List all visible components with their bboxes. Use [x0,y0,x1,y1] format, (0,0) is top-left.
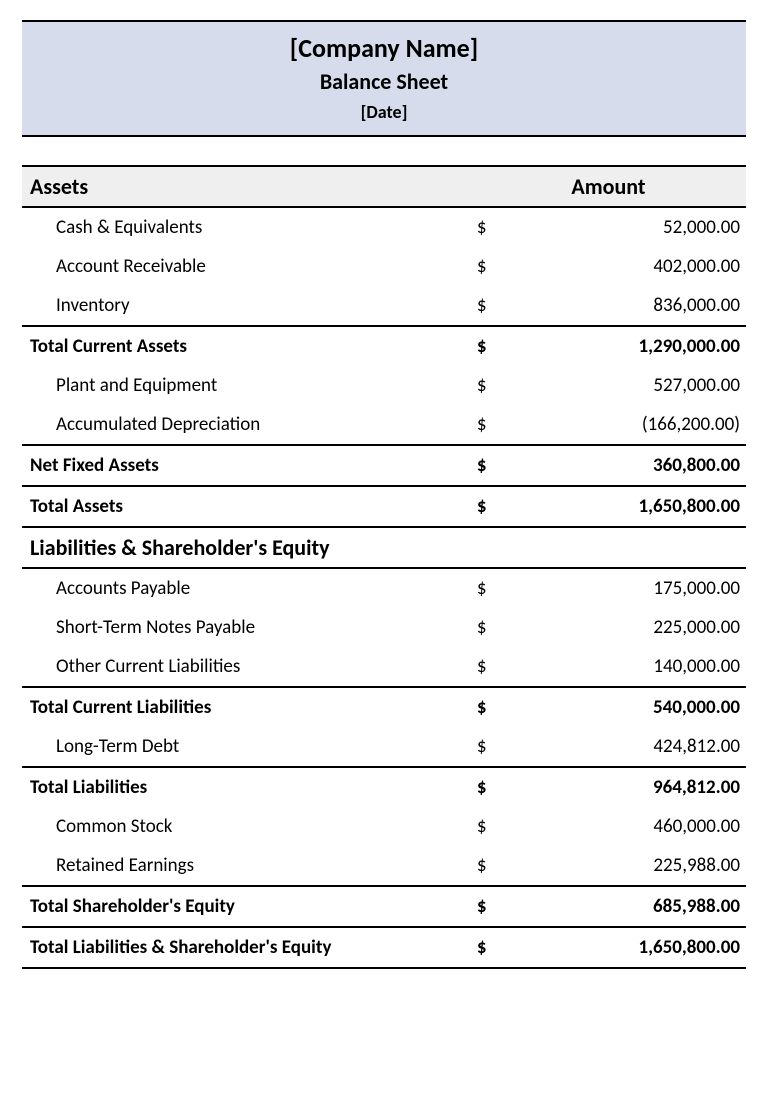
row-label: Total Liabilities & Shareholder's Equity [22,927,471,968]
amount-header: Amount [471,166,746,207]
row-value: 1,650,800.00 [500,486,746,527]
currency-symbol: $ [471,927,500,968]
company-name: [Company Name] [22,32,746,64]
row-label: Total Current Liabilities [22,687,471,727]
balance-sheet-table: Assets Amount Cash & Equivalents$52,000.… [22,165,746,969]
spacer [22,137,746,165]
table-row: Total Shareholder's Equity$685,988.00 [22,886,746,927]
row-value: 360,800.00 [500,445,746,486]
row-label: Cash & Equivalents [22,207,471,247]
currency-symbol: $ [471,207,500,247]
currency-symbol: $ [471,568,500,608]
table-row: Total Liabilities$964,812.00 [22,767,746,807]
currency-symbol: $ [471,886,500,927]
row-value: 460,000.00 [500,807,746,846]
table-row: Retained Earnings$225,988.00 [22,846,746,886]
currency-symbol: $ [471,608,500,647]
row-label: Total Current Assets [22,326,471,366]
currency-symbol: $ [471,687,500,727]
currency-symbol: $ [471,286,500,326]
row-label: Accounts Payable [22,568,471,608]
row-value: 225,988.00 [500,846,746,886]
table-row: Total Current Assets$1,290,000.00 [22,326,746,366]
currency-symbol: $ [471,486,500,527]
currency-symbol: $ [471,767,500,807]
row-label: Inventory [22,286,471,326]
table-row: Inventory$836,000.00 [22,286,746,326]
row-value: 1,650,800.00 [500,927,746,968]
table-row: Accounts Payable$175,000.00 [22,568,746,608]
row-value: 402,000.00 [500,247,746,286]
table-row: Account Receivable$402,000.00 [22,247,746,286]
row-label: Accumulated Depreciation [22,405,471,445]
table-row: Plant and Equipment$527,000.00 [22,366,746,405]
row-label: Total Liabilities [22,767,471,807]
assets-header: Assets [22,166,471,207]
currency-symbol: $ [471,405,500,445]
row-label: Other Current Liabilities [22,647,471,687]
row-value: 527,000.00 [500,366,746,405]
table-row: Long-Term Debt$424,812.00 [22,727,746,767]
row-label: Common Stock [22,807,471,846]
row-value: 540,000.00 [500,687,746,727]
row-label: Account Receivable [22,247,471,286]
table-row: Total Liabilities & Shareholder's Equity… [22,927,746,968]
table-row: Total Assets$1,650,800.00 [22,486,746,527]
row-label: Short-Term Notes Payable [22,608,471,647]
row-value: 52,000.00 [500,207,746,247]
row-label: Plant and Equipment [22,366,471,405]
row-label: Long-Term Debt [22,727,471,767]
sheet-title: Balance Sheet [22,68,746,95]
table-row: Other Current Liabilities$140,000.00 [22,647,746,687]
table-row: Common Stock$460,000.00 [22,807,746,846]
currency-symbol: $ [471,326,500,366]
table-row: Total Current Liabilities$540,000.00 [22,687,746,727]
table-row: Net Fixed Assets$360,800.00 [22,445,746,486]
subsection-header: Liabilities & Shareholder's Equity [22,527,746,568]
header-box: [Company Name] Balance Sheet [Date] [22,20,746,137]
table-row: Cash & Equivalents$52,000.00 [22,207,746,247]
currency-symbol: $ [471,727,500,767]
currency-symbol: $ [471,807,500,846]
row-label: Total Assets [22,486,471,527]
table-row: Liabilities & Shareholder's Equity [22,527,746,568]
currency-symbol: $ [471,846,500,886]
currency-symbol: $ [471,445,500,486]
currency-symbol: $ [471,647,500,687]
section-header-row: Assets Amount [22,166,746,207]
row-value: (166,200.00) [500,405,746,445]
row-value: 140,000.00 [500,647,746,687]
row-value: 225,000.00 [500,608,746,647]
row-value: 1,290,000.00 [500,326,746,366]
sheet-date: [Date] [22,101,746,123]
row-value: 175,000.00 [500,568,746,608]
row-label: Net Fixed Assets [22,445,471,486]
rows-body: Cash & Equivalents$52,000.00Account Rece… [22,207,746,968]
row-value: 685,988.00 [500,886,746,927]
row-value: 964,812.00 [500,767,746,807]
row-value: 424,812.00 [500,727,746,767]
row-label: Total Shareholder's Equity [22,886,471,927]
table-row: Accumulated Depreciation$(166,200.00) [22,405,746,445]
currency-symbol: $ [471,366,500,405]
currency-symbol: $ [471,247,500,286]
row-value: 836,000.00 [500,286,746,326]
table-row: Short-Term Notes Payable$225,000.00 [22,608,746,647]
row-label: Retained Earnings [22,846,471,886]
